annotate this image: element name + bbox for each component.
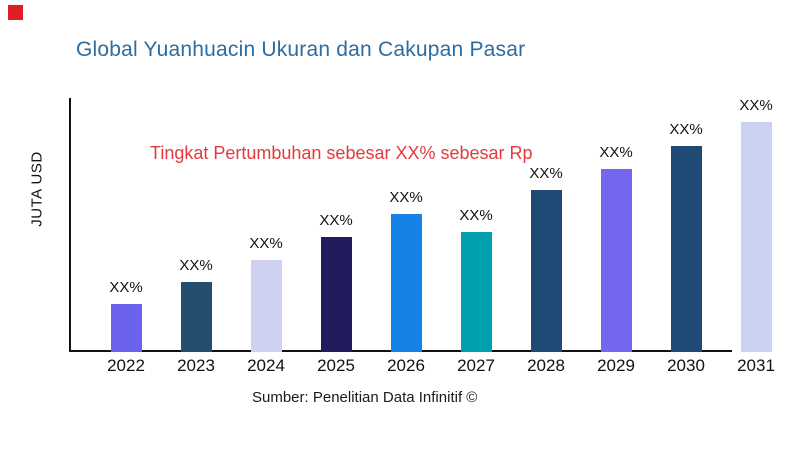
x-tick-2024: 2024 [247, 356, 285, 375]
bar-value-label-2030: XX% [669, 120, 703, 138]
bar-value-label-2026: XX% [389, 188, 423, 206]
bar-value-label-2024: XX% [249, 234, 283, 252]
x-tick-2026: 2026 [387, 356, 425, 375]
bar-value-label-2025: XX% [319, 211, 353, 229]
x-tick-2029: 2029 [597, 356, 635, 375]
bar-2025 [320, 236, 352, 352]
x-tick-2030: 2030 [667, 356, 705, 375]
x-tick-2022: 2022 [107, 356, 145, 375]
y-axis-label: JUTA USD [28, 151, 46, 227]
bar-2026 [390, 213, 422, 352]
bar-value-label-2023: XX% [179, 256, 213, 274]
source-line: Sumber: Penelitian Data Infinitif © [252, 389, 478, 406]
x-tick-2031: 2031 [737, 356, 775, 375]
bar-2023 [180, 281, 212, 352]
bar-value-label-2028: XX% [529, 164, 563, 182]
x-tick-2027: 2027 [457, 356, 495, 375]
chart-title: Global Yuanhuacin Ukuran dan Cakupan Pas… [76, 38, 526, 61]
bar-value-label-2031: XX% [739, 96, 773, 114]
bar-2031 [740, 121, 772, 352]
x-tick-2023: 2023 [177, 356, 215, 375]
growth-rate-annotation: Tingkat Pertumbuhan sebesar XX% sebesar … [150, 143, 533, 163]
x-tick-2028: 2028 [527, 356, 565, 375]
red-square-logo [8, 5, 23, 20]
bar-2027 [460, 231, 492, 352]
y-axis-line [69, 98, 71, 352]
bar-2029 [600, 168, 632, 352]
bar-2022 [110, 303, 142, 352]
bar-2030 [670, 145, 702, 352]
bar-value-label-2029: XX% [599, 143, 633, 161]
x-tick-2025: 2025 [317, 356, 355, 375]
bar-value-label-2027: XX% [459, 206, 493, 224]
bar-2028 [530, 189, 562, 352]
bar-2024 [250, 259, 282, 352]
bar-value-label-2022: XX% [109, 278, 143, 296]
